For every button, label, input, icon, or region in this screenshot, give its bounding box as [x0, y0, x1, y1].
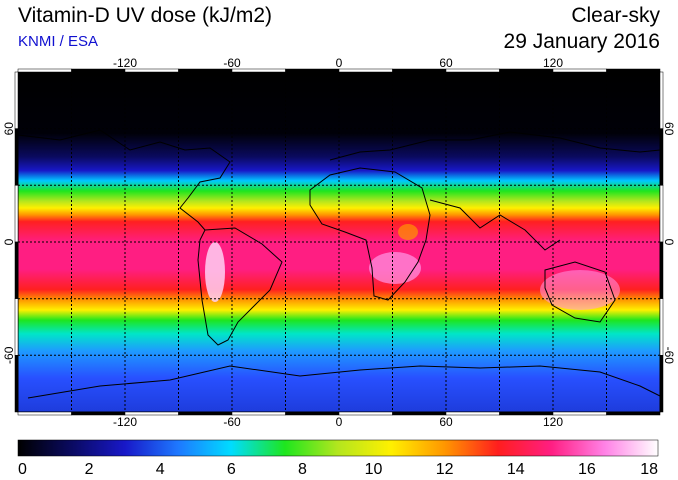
frame-scale-bar-left	[14, 241, 19, 299]
south-america-coastline	[197, 227, 283, 346]
map-frame	[14, 68, 664, 416]
frame-scale-bar-right	[659, 128, 664, 186]
latitude-labels-left: 60 0 -60	[2, 122, 16, 364]
lon-label-bottom-60: 60	[439, 415, 453, 429]
colorbar-tick-label: 18	[640, 461, 658, 478]
lat-label-right-0: 0	[662, 239, 676, 246]
colorbar-tick-label: 6	[227, 461, 236, 478]
map-title: Vitamin-D UV dose (kJ/m2)	[18, 4, 273, 27]
colorbar-tick-label: 14	[507, 461, 525, 478]
colorbar-tick-label: 10	[365, 461, 383, 478]
coastlines	[17, 129, 661, 399]
frame-scale-bar-left	[14, 128, 19, 186]
north-america-coastline	[17, 129, 231, 231]
frame-scale-bar-top	[285, 68, 340, 73]
lon-label-bottom-120: 120	[543, 415, 563, 429]
frame-scale-bar-right	[659, 241, 664, 299]
colorbar-tick-label: 8	[298, 461, 307, 478]
lat-label-left-minus-60: -60	[2, 346, 16, 364]
colorbar-tick-label: 12	[436, 461, 454, 478]
frame-scale-bar-top	[338, 68, 393, 73]
frame-scale-bar-right	[659, 71, 664, 129]
frame-scale-bar-bottom	[338, 411, 393, 416]
lon-label-top-minus-60: -60	[223, 56, 241, 70]
frame-scale-bar-bottom	[392, 411, 447, 416]
frame-scale-bar-left	[14, 355, 19, 413]
southern-africa-high-dose-zone	[369, 252, 421, 284]
latitude-labels-right: 60 0 -60	[662, 122, 676, 364]
antarctica-coastline	[27, 365, 661, 399]
lon-label-top-60: 60	[439, 56, 453, 70]
frame-scale-bar-top	[445, 68, 500, 73]
longitude-labels-top: -120 -60 0 60 120	[113, 56, 563, 70]
frame-scale-bar-bottom	[285, 411, 340, 416]
frame-scale-bar-bottom	[17, 411, 72, 416]
lon-label-bottom-minus-60: -60	[223, 415, 241, 429]
lon-label-top-minus-120: -120	[113, 56, 137, 70]
map-date: 29 January 2016	[503, 30, 660, 53]
data-source-label: KNMI / ESA	[18, 33, 99, 50]
colorbar-tick-label: 2	[85, 461, 94, 478]
lat-label-right-minus-60: -60	[662, 347, 676, 365]
lon-label-bottom-minus-120: -120	[113, 415, 137, 429]
australia-coastline	[544, 261, 616, 323]
colorbar-tick-label: 16	[578, 461, 596, 478]
lat-label-left-0: 0	[2, 238, 16, 245]
lon-label-bottom-0: 0	[336, 415, 343, 429]
sky-condition-label: Clear-sky	[571, 4, 660, 27]
africa-coastline	[309, 167, 431, 301]
frame-scale-bar-bottom	[606, 411, 661, 416]
colorbar-tick-label: 4	[156, 461, 165, 478]
longitude-labels-bottom: -120 -60 0 60 120	[113, 415, 563, 429]
colorbar	[17, 439, 659, 457]
frame-scale-bar-left	[14, 71, 19, 129]
frame-scale-bar-right	[659, 355, 664, 413]
colorbar-tick-label: 0	[18, 461, 27, 478]
frame-scale-bar-top	[606, 68, 661, 73]
lon-label-top-0: 0	[336, 56, 343, 70]
south-asia-coastline	[429, 199, 561, 251]
frame-scale-bar-top	[392, 68, 447, 73]
lon-label-top-120: 120	[543, 56, 563, 70]
frame-scale-bar-top	[17, 68, 72, 73]
lat-label-right-60: 60	[662, 122, 676, 136]
eurasia-coastline	[329, 131, 661, 161]
east-africa-cloud-zone	[398, 224, 418, 240]
andes-high-dose-zone	[205, 242, 225, 302]
lat-label-left-60: 60	[2, 122, 16, 136]
frame-scale-bar-left	[14, 185, 19, 243]
frame-scale-bar-bottom	[445, 411, 500, 416]
frame-scale-bar-right	[659, 185, 664, 243]
australia-high-dose-zone	[540, 270, 620, 310]
colorbar-ticks: 0 2 4 6 8 10 12 14 16 18	[18, 461, 658, 478]
graticule	[18, 72, 660, 412]
